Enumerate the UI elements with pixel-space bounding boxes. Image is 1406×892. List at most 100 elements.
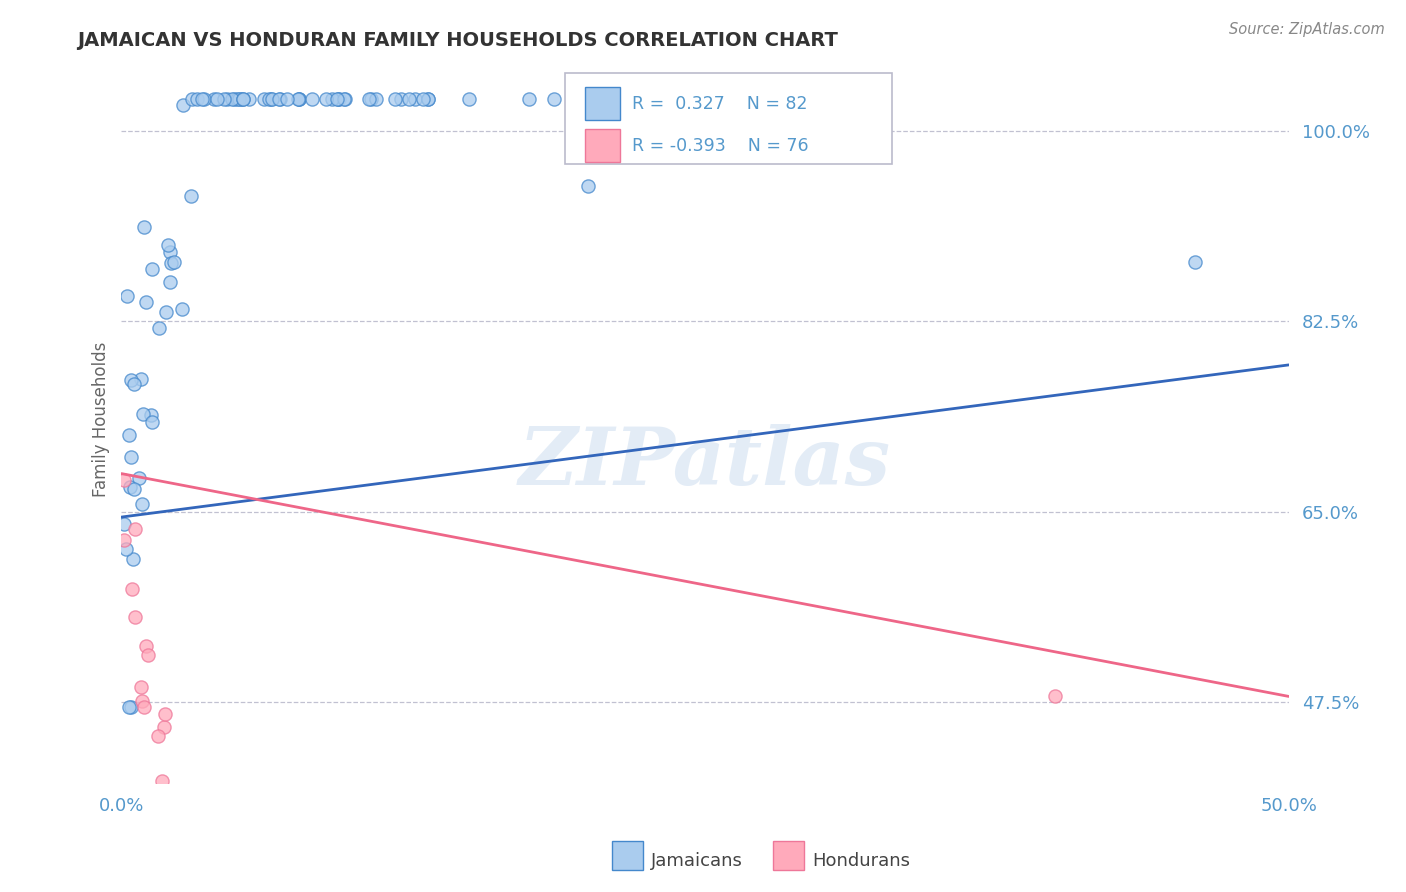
Text: R = -0.393    N = 76: R = -0.393 N = 76 [631,136,808,154]
Point [464,885,486,892]
Point [129,680,152,694]
Point [120,450,142,464]
Point [256,885,278,892]
Point [1184,254,1206,268]
Point [389,92,412,106]
Point [162,255,184,269]
Point [122,376,145,391]
Point [288,92,311,106]
Point [415,885,437,892]
Point [366,92,388,106]
Point [115,289,138,303]
Y-axis label: Family Households: Family Households [93,342,110,497]
Point [299,885,322,892]
FancyBboxPatch shape [585,87,620,120]
Point [231,92,253,106]
Text: Jamaicans: Jamaicans [651,852,742,870]
Point [222,92,245,106]
Point [141,261,163,276]
Point [135,640,157,654]
Point [229,885,252,892]
Point [124,522,146,536]
Text: R =  0.327    N = 82: R = 0.327 N = 82 [631,95,807,112]
Point [159,276,181,290]
Point [202,92,225,106]
Point [118,700,141,714]
Point [271,885,294,892]
Point [212,885,235,892]
Point [221,92,243,106]
Point [260,92,283,106]
Point [416,92,439,106]
Point [276,92,298,106]
Point [201,885,224,892]
Point [160,256,183,270]
Point [693,92,716,106]
Point [191,885,214,892]
Point [146,729,169,743]
Point [489,885,512,892]
Point [321,92,343,106]
Point [259,885,281,892]
Point [605,885,627,892]
Point [155,885,177,892]
Point [167,885,190,892]
Point [591,885,613,892]
Point [267,885,290,892]
Point [284,885,307,892]
Text: JAMAICAN VS HONDURAN FAMILY HOUSEHOLDS CORRELATION CHART: JAMAICAN VS HONDURAN FAMILY HOUSEHOLDS C… [77,31,838,50]
Point [153,806,176,821]
Point [114,542,136,557]
Point [347,885,370,892]
Point [169,885,191,892]
Point [232,92,254,106]
Point [165,860,187,874]
Point [519,885,541,892]
Point [228,92,250,106]
Point [737,885,759,892]
Point [132,700,155,714]
Point [269,92,291,106]
Point [225,885,247,892]
Point [620,885,643,892]
Point [391,885,413,892]
Point [392,885,415,892]
Point [132,407,155,421]
FancyBboxPatch shape [565,73,891,164]
Point [576,885,599,892]
Point [120,480,142,494]
Point [180,885,202,892]
Point [232,92,254,106]
Point [120,373,142,387]
Point [212,885,235,892]
Point [200,885,222,892]
Point [134,220,156,235]
Text: Source: ZipAtlas.com: Source: ZipAtlas.com [1229,22,1385,37]
Point [252,92,274,106]
Point [155,304,177,318]
FancyBboxPatch shape [585,129,620,162]
Point [172,302,194,317]
Point [214,92,236,106]
Point [412,92,434,106]
Point [259,92,281,106]
Point [287,92,309,106]
Point [136,648,159,663]
Point [141,415,163,429]
Point [128,471,150,485]
Point [519,92,541,106]
Point [543,92,565,106]
Point [124,610,146,624]
Point [287,92,309,106]
Point [159,885,181,892]
Point [148,321,170,335]
Point [416,92,439,106]
Point [180,188,202,202]
Point [226,92,249,106]
Point [205,92,228,106]
Point [172,97,194,112]
Point [150,774,173,789]
Point [134,789,156,804]
Point [159,244,181,259]
Point [384,92,406,106]
